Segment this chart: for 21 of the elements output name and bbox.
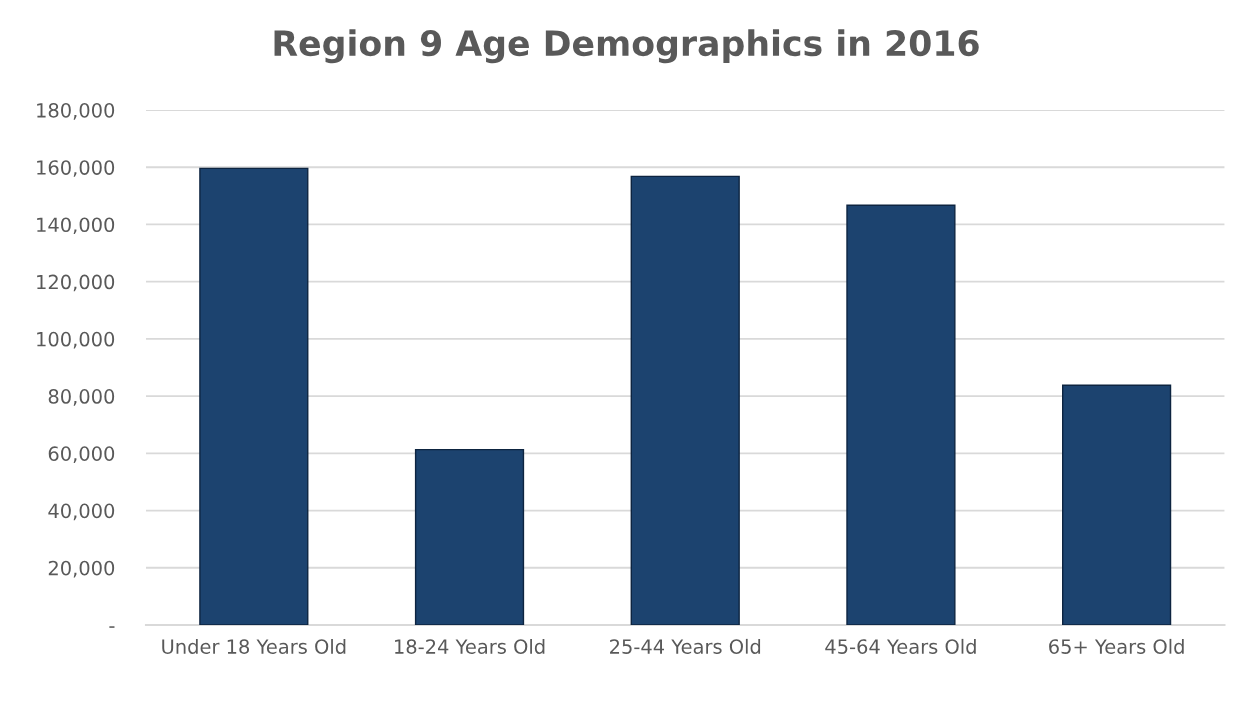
y-tick-label: 60,000 [48, 446, 115, 463]
x-tick-label: 45-64 Years Old [825, 638, 976, 654]
x-tick-label: 25-44 Years Old [610, 638, 761, 654]
y-tick-label: 20,000 [48, 560, 115, 578]
x-tick-label: 65+ Years Old [1049, 638, 1184, 654]
y-tick-label: 180,000 [37, 102, 115, 120]
y-tick-label: 80,000 [48, 389, 115, 406]
bar [846, 204, 956, 625]
y-tick-label: 40,000 [48, 503, 115, 521]
bar [1061, 384, 1172, 625]
y-tick-label: 100,000 [37, 331, 115, 349]
bar [199, 167, 309, 625]
y-tick-label: 140,000 [37, 217, 115, 235]
bar [414, 448, 525, 625]
x-tick-label: 18-24 Years Old [395, 638, 545, 654]
chart-title: Region 9 Age Demographics in 2016 [274, 29, 979, 64]
y-tick-label: - [109, 626, 115, 628]
y-tick-label: 120,000 [37, 274, 115, 292]
y-tick-label: 160,000 [37, 160, 115, 177]
bar [630, 175, 740, 625]
x-tick-label: Under 18 Years Old [162, 638, 346, 654]
